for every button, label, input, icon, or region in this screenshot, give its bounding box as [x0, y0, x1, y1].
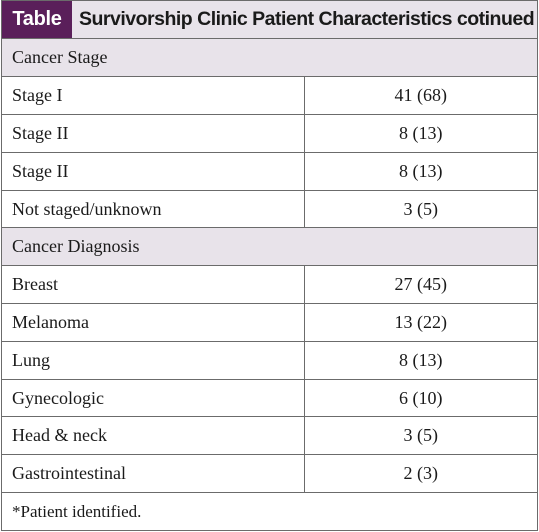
row-label: Head & neck — [2, 416, 305, 456]
row-label: Stage II — [2, 152, 305, 191]
table-row: Stage II 8 (13) — [2, 114, 537, 153]
row-label: Lung — [2, 341, 305, 380]
row-label: Not staged/unknown — [2, 190, 305, 229]
table-row: Gynecologic 6 (10) — [2, 379, 537, 418]
row-label: Gynecologic — [2, 379, 305, 418]
section-header-cancer-diagnosis: Cancer Diagnosis — [2, 227, 537, 267]
table-footnote-row: *Patient identified. — [2, 493, 537, 531]
row-value: 8 (13) — [304, 341, 537, 380]
characteristics-table: Cancer Stage Stage I 41 (68) Stage II 8 … — [2, 39, 537, 531]
row-label: Stage II — [2, 114, 305, 153]
table-title: Survivorship Clinic Patient Characterist… — [72, 1, 537, 38]
table-badge: Table — [2, 1, 72, 38]
row-value: 8 (13) — [304, 114, 537, 153]
table-row: Breast 27 (45) — [2, 265, 537, 305]
row-label: Melanoma — [2, 303, 305, 342]
row-label: Gastrointestinal — [2, 454, 305, 494]
row-value: 3 (5) — [304, 416, 537, 456]
table-row: Gastrointestinal 2 (3) — [2, 454, 537, 494]
table-row: Melanoma 13 (22) — [2, 303, 537, 342]
section-heading: Cancer Diagnosis — [2, 227, 537, 267]
row-label: Stage I — [2, 76, 305, 116]
row-value: 41 (68) — [304, 76, 537, 116]
table-row: Stage II 8 (13) — [2, 152, 537, 191]
table-row: Stage I 41 (68) — [2, 76, 537, 116]
table-row: Head & neck 3 (5) — [2, 416, 537, 456]
row-value: 8 (13) — [304, 152, 537, 191]
row-value: 27 (45) — [304, 265, 537, 305]
table-header: Table Survivorship Clinic Patient Charac… — [2, 1, 537, 39]
table-footnote: *Patient identified. — [12, 501, 142, 521]
row-value: 3 (5) — [304, 190, 537, 229]
table-row: Not staged/unknown 3 (5) — [2, 190, 537, 229]
row-value: 13 (22) — [304, 303, 537, 342]
table-row: Lung 8 (13) — [2, 341, 537, 380]
section-heading: Cancer Stage — [2, 39, 537, 78]
section-header-cancer-stage: Cancer Stage — [2, 39, 537, 78]
row-value: 2 (3) — [304, 454, 537, 494]
row-value: 6 (10) — [304, 379, 537, 418]
row-label: Breast — [2, 265, 305, 305]
